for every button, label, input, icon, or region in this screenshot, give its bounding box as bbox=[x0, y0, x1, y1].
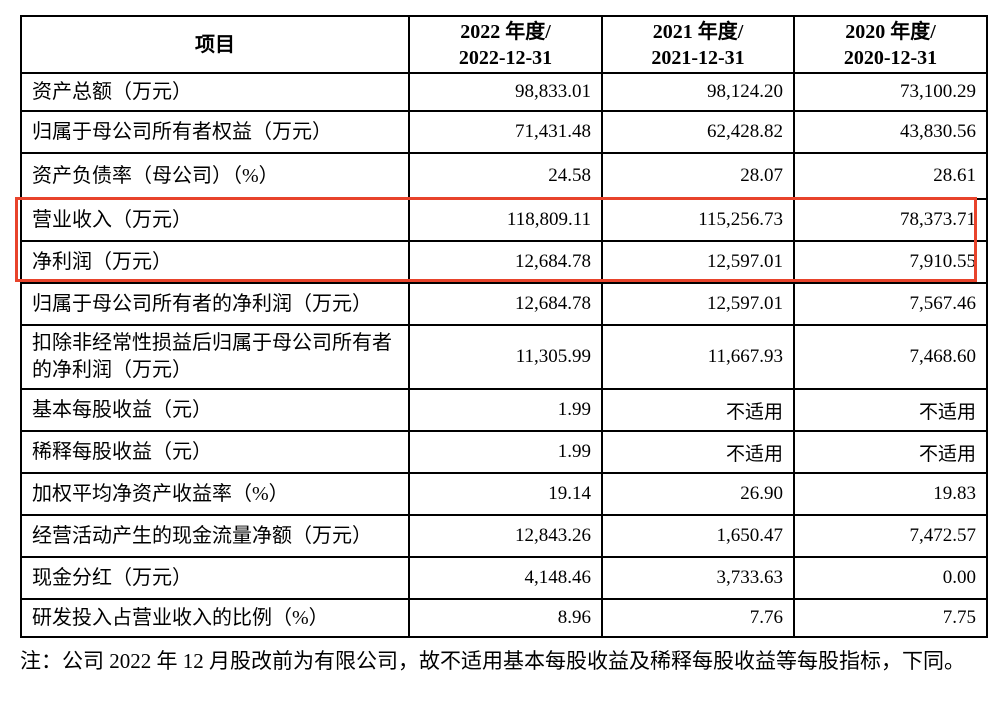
cell-value: 不适用 bbox=[793, 430, 988, 474]
cell-value: 8.96 bbox=[408, 598, 603, 638]
cell-value: 12,597.01 bbox=[601, 282, 795, 326]
table-row: 净利润（万元） 12,684.78 12,597.01 7,910.55 bbox=[20, 240, 988, 284]
row-label: 扣除非经常性损益后归属于母公司所有者的净利润（万元） bbox=[20, 324, 410, 390]
header-year-line1: 2021 年度/ bbox=[652, 20, 744, 43]
cell-value: 7,468.60 bbox=[793, 324, 988, 390]
row-label: 资产总额（万元） bbox=[20, 72, 410, 112]
header-item-column: 项目 bbox=[20, 15, 410, 74]
header-year-line2: 2021-12-31 bbox=[651, 46, 745, 69]
row-label: 稀释每股收益（元） bbox=[20, 430, 410, 474]
table-body: 资产总额（万元） 98,833.01 98,124.20 73,100.29 归属于母公… bbox=[20, 72, 988, 638]
cell-value: 12,597.01 bbox=[601, 240, 795, 284]
cell-value: 不适用 bbox=[601, 430, 795, 474]
row-label: 基本每股收益（元） bbox=[20, 388, 410, 432]
cell-value: 4,148.46 bbox=[408, 556, 603, 600]
table-row: 扣除非经常性损益后归属于母公司所有者的净利润（万元） 11,305.99 11,66… bbox=[20, 324, 988, 390]
cell-value: 1.99 bbox=[408, 430, 603, 474]
table-row: 归属于母公司所有者权益（万元） 71,431.48 62,428.82 43,830.… bbox=[20, 110, 988, 154]
table-row: 基本每股收益（元） 1.99 不适用 不适用 bbox=[20, 388, 988, 432]
row-label: 归属于母公司所有者权益（万元） bbox=[20, 110, 410, 154]
table-wrapper: 项目 2022 年度/2022-12-31 2021 年度/2021-12-31 2… bbox=[15, 15, 988, 638]
row-label: 经营活动产生的现金流量净额（万元） bbox=[20, 514, 410, 558]
table-row: 归属于母公司所有者的净利润（万元） 12,684.78 12,597.01 7,567… bbox=[20, 282, 988, 326]
row-label: 加权平均净资产收益率（%） bbox=[20, 472, 410, 516]
table-row: 稀释每股收益（元） 1.99 不适用 不适用 bbox=[20, 430, 988, 474]
cell-value: 11,305.99 bbox=[408, 324, 603, 390]
header-year-column: 2020 年度/2020-12-31 bbox=[793, 15, 988, 74]
financial-indicators-table: 项目 2022 年度/2022-12-31 2021 年度/2021-12-31 2… bbox=[20, 15, 988, 638]
cell-value: 78,373.71 bbox=[793, 198, 988, 242]
cell-value: 26.90 bbox=[601, 472, 795, 516]
cell-value: 7,910.55 bbox=[793, 240, 988, 284]
row-label: 现金分红（万元） bbox=[20, 556, 410, 600]
cell-value: 1,650.47 bbox=[601, 514, 795, 558]
cell-value: 12,684.78 bbox=[408, 282, 603, 326]
header-year-line2: 2020-12-31 bbox=[843, 46, 938, 69]
header-year-line2: 2022-12-31 bbox=[458, 46, 553, 69]
cell-value: 7,472.57 bbox=[793, 514, 988, 558]
cell-value: 28.07 bbox=[601, 152, 795, 200]
row-label: 资产负债率（母公司）（%） bbox=[20, 152, 410, 200]
cell-value: 7,567.46 bbox=[793, 282, 988, 326]
cell-value: 19.83 bbox=[793, 472, 988, 516]
row-label: 净利润（万元） bbox=[20, 240, 410, 284]
cell-value: 24.58 bbox=[408, 152, 603, 200]
row-label: 营业收入（万元） bbox=[20, 198, 410, 242]
table-row: 资产总额（万元） 98,833.01 98,124.20 73,100.29 bbox=[20, 72, 988, 112]
cell-value: 62,428.82 bbox=[601, 110, 795, 154]
footnote: 注：公司 2022 年 12 月股改前为有限公司，故不适用基本每股收益及稀释每股… bbox=[20, 649, 965, 673]
cell-value: 7.76 bbox=[601, 598, 795, 638]
header-year-line1: 2022 年度/ bbox=[460, 20, 551, 43]
cell-value: 71,431.48 bbox=[408, 110, 603, 154]
cell-value: 不适用 bbox=[601, 388, 795, 432]
cell-value: 不适用 bbox=[793, 388, 988, 432]
table-row: 营业收入（万元） 118,809.11 115,256.73 78,373.71 bbox=[20, 198, 988, 242]
header-year-column: 2022 年度/2022-12-31 bbox=[408, 15, 603, 74]
cell-value: 12,684.78 bbox=[408, 240, 603, 284]
cell-value: 43,830.56 bbox=[793, 110, 988, 154]
table-row: 研发投入占营业收入的比例（%） 8.96 7.76 7.75 bbox=[20, 598, 988, 638]
cell-value: 115,256.73 bbox=[601, 198, 795, 242]
cell-value: 28.61 bbox=[793, 152, 988, 200]
header-row: 项目 2022 年度/2022-12-31 2021 年度/2021-12-31 2… bbox=[20, 15, 988, 74]
header-year-line1: 2020 年度/ bbox=[845, 20, 936, 43]
cell-value: 98,124.20 bbox=[601, 72, 795, 112]
header-year-column: 2021 年度/2021-12-31 bbox=[601, 15, 795, 74]
cell-value: 0.00 bbox=[793, 556, 988, 600]
table-row: 现金分红（万元） 4,148.46 3,733.63 0.00 bbox=[20, 556, 988, 600]
cell-value: 118,809.11 bbox=[408, 198, 603, 242]
table-row: 加权平均净资产收益率（%） 19.14 26.90 19.83 bbox=[20, 472, 988, 516]
row-label: 归属于母公司所有者的净利润（万元） bbox=[20, 282, 410, 326]
table-row: 经营活动产生的现金流量净额（万元） 12,843.26 1,650.47 7,472.… bbox=[20, 514, 988, 558]
cell-value: 11,667.93 bbox=[601, 324, 795, 390]
table-row: 资产负债率（母公司）（%） 24.58 28.07 28.61 bbox=[20, 152, 988, 200]
cell-value: 7.75 bbox=[793, 598, 988, 638]
cell-value: 3,733.63 bbox=[601, 556, 795, 600]
cell-value: 1.99 bbox=[408, 388, 603, 432]
cell-value: 73,100.29 bbox=[793, 72, 988, 112]
cell-value: 98,833.01 bbox=[408, 72, 603, 112]
cell-value: 19.14 bbox=[408, 472, 603, 516]
row-label: 研发投入占营业收入的比例（%） bbox=[20, 598, 410, 638]
table-header: 项目 2022 年度/2022-12-31 2021 年度/2021-12-31 2… bbox=[20, 15, 988, 74]
cell-value: 12,843.26 bbox=[408, 514, 603, 558]
